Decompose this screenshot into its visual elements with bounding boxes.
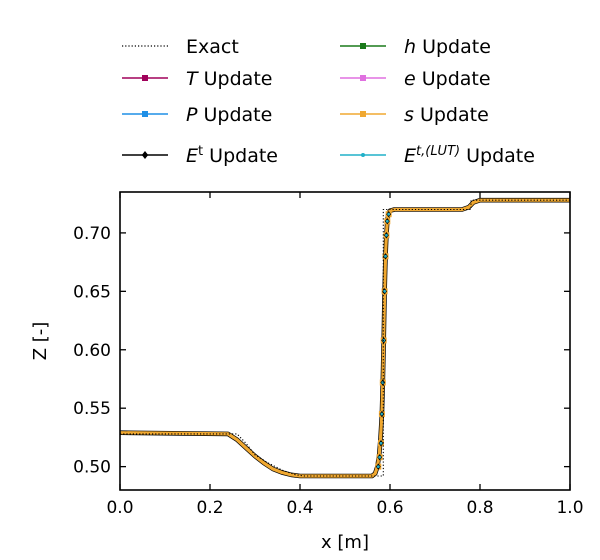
legend-item-e: e Update xyxy=(340,68,491,90)
data-marker-elut xyxy=(385,233,388,237)
axes-frame xyxy=(119,191,571,491)
x-tick-label: 0.8 xyxy=(466,498,493,518)
legend-label: e Update xyxy=(404,68,491,90)
plot-area xyxy=(120,197,570,479)
data-marker-elut xyxy=(378,455,382,459)
legend-marker xyxy=(142,75,148,81)
legend-marker xyxy=(360,111,366,117)
y-tick-label: 0.65 xyxy=(73,282,111,302)
data-marker-elut xyxy=(384,254,387,258)
y-tick-label: 0.55 xyxy=(73,399,111,419)
data-marker-elut xyxy=(376,465,380,469)
x-axis: 0.0 0.2 0.4 0.6 0.8 1.0 xyxy=(106,192,584,518)
legend-item-h: h Update xyxy=(340,36,491,58)
legend-marker xyxy=(360,75,366,81)
legend-item-Elut: Et,(LUT) Update xyxy=(340,144,535,168)
legend-label: s Update xyxy=(404,104,489,126)
x-tick-label: 0.6 xyxy=(376,498,403,518)
legend-label: Et,(LUT) Update xyxy=(404,144,535,168)
legend-label: P Update xyxy=(186,104,272,126)
y-tick-label: 0.50 xyxy=(73,458,111,478)
x-tick-label: 1.0 xyxy=(556,498,583,518)
data-marker-elut xyxy=(385,219,389,223)
legend-label: T Update xyxy=(186,68,272,90)
y-axis: 0.50 0.55 0.60 0.65 0.70 xyxy=(73,224,570,478)
legend-marker xyxy=(361,153,365,157)
legend-marker xyxy=(142,111,148,117)
series-line-exact xyxy=(120,199,570,477)
legend-item-s: s Update xyxy=(340,104,489,126)
data-marker-elut xyxy=(379,441,383,445)
legend-item-Et: Et Update xyxy=(122,144,278,168)
legend-item-P: P Update xyxy=(122,104,272,126)
legend-marker xyxy=(360,43,366,49)
data-marker-elut xyxy=(380,412,384,416)
series-line-s-update xyxy=(120,198,570,478)
y-tick-label: 0.70 xyxy=(73,224,111,244)
y-axis-label: Z [-] xyxy=(30,322,51,361)
data-marker-elut xyxy=(383,289,386,293)
x-axis-label: x [m] xyxy=(321,532,369,553)
legend-label: Exact xyxy=(186,36,239,58)
legend-label: Et Update xyxy=(186,144,278,168)
y-tick-label: 0.60 xyxy=(73,341,111,361)
legend-item-exact: Exact xyxy=(122,36,239,58)
x-tick-label: 0.2 xyxy=(196,498,223,518)
legend-marker xyxy=(141,151,149,159)
x-tick-label: 0.4 xyxy=(286,498,313,518)
data-marker-elut xyxy=(387,212,391,216)
x-tick-label: 0.0 xyxy=(106,498,133,518)
legend: Exact T Update P Update Et Update h Update e … xyxy=(122,36,535,167)
legend-label: h Update xyxy=(404,36,491,58)
legend-item-T: T Update xyxy=(122,68,272,90)
